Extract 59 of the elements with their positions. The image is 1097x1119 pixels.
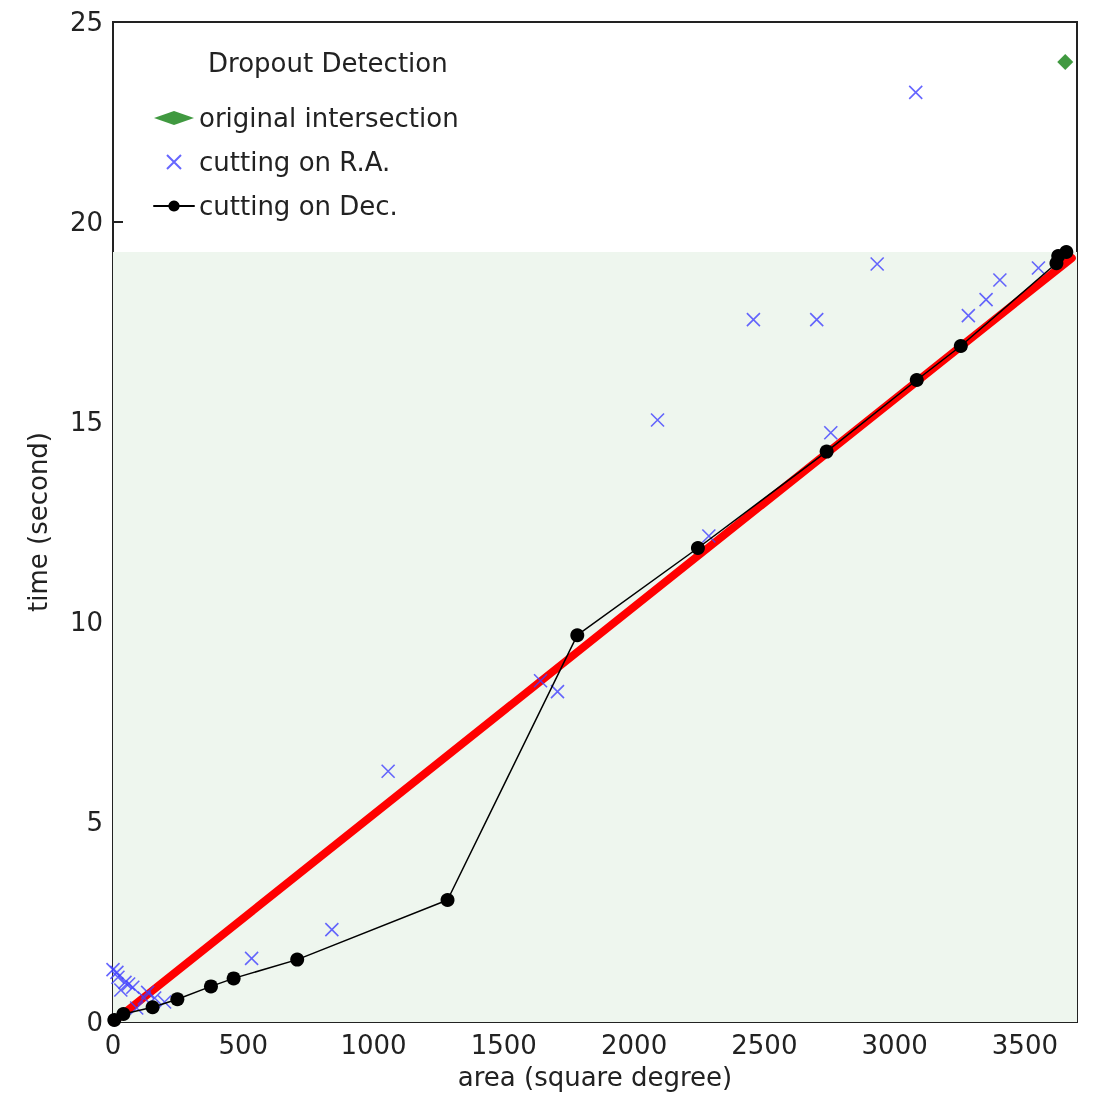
point <box>992 272 1008 288</box>
point <box>701 528 717 544</box>
legend-label: cutting on R.A. <box>199 147 391 177</box>
point <box>140 985 155 1000</box>
y-axis-title: time (second) <box>23 431 53 613</box>
point <box>117 975 133 990</box>
y-tick-label: 10 <box>69 607 103 637</box>
point <box>109 965 125 980</box>
point <box>324 922 340 937</box>
point <box>819 444 834 459</box>
point <box>147 990 162 1006</box>
point <box>961 308 976 323</box>
y-tick-label: 15 <box>69 407 103 437</box>
point <box>136 990 152 1006</box>
x-tick-label: 1000 <box>340 1030 407 1060</box>
point <box>550 684 565 699</box>
point <box>650 412 665 428</box>
point <box>809 312 825 327</box>
y-tick-label: 0 <box>86 1007 103 1037</box>
x-tick-label: 2500 <box>731 1030 798 1060</box>
y-tick-label: 20 <box>69 207 103 237</box>
point <box>125 979 141 995</box>
point <box>869 256 885 272</box>
point <box>533 673 548 689</box>
point <box>1031 260 1046 276</box>
point <box>1057 54 1074 70</box>
point <box>909 373 924 387</box>
point <box>290 952 305 967</box>
x-tick-label: 1500 <box>470 1030 537 1060</box>
y-tick-label: 25 <box>69 7 103 37</box>
x-tick-label: 500 <box>218 1030 269 1060</box>
point <box>1059 245 1074 259</box>
x-axis-title: area (square degree) <box>457 1062 733 1092</box>
point <box>129 1000 145 1016</box>
point <box>746 312 761 327</box>
point <box>105 962 121 977</box>
point <box>440 893 455 907</box>
point <box>157 994 172 1010</box>
point <box>121 976 136 992</box>
point <box>203 979 218 994</box>
point <box>226 971 241 986</box>
x-tick-label: 3000 <box>861 1030 928 1060</box>
legend-title: Dropout Detection <box>208 48 448 78</box>
point <box>380 763 396 779</box>
y-tick-label: 5 <box>86 807 103 837</box>
point <box>953 339 968 353</box>
point <box>690 541 705 555</box>
point <box>570 628 585 643</box>
point <box>145 1000 160 1015</box>
point <box>244 951 259 966</box>
point <box>116 1007 131 1021</box>
point <box>908 85 924 100</box>
legend-label: cutting on Dec. <box>199 191 398 221</box>
legend-label: original intersection <box>199 103 459 133</box>
point <box>978 292 994 307</box>
point <box>823 425 839 441</box>
x-tick-label: 3500 <box>991 1030 1058 1060</box>
x-tick-label: 2000 <box>601 1030 668 1060</box>
point <box>170 992 185 1007</box>
